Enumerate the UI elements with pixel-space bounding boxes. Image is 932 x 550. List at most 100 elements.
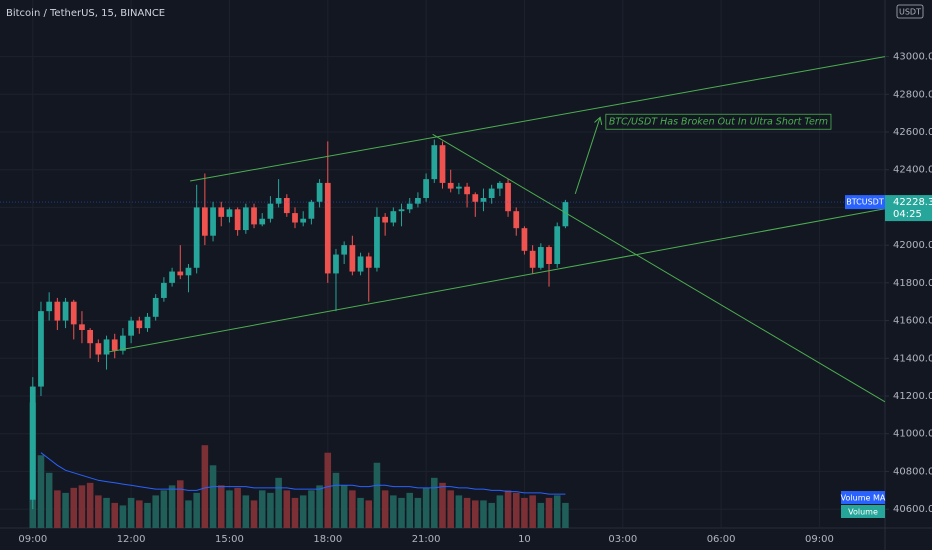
axes: 40600.00 40800.00 41000.00 41200.00 41400.00… [18, 52, 932, 545]
candle-body [415, 198, 421, 204]
y-tick-label: 42800.00 [893, 89, 932, 100]
volume-bar [78, 485, 86, 528]
volume-bar [398, 497, 405, 528]
candle-body [374, 216, 380, 268]
grid [0, 0, 885, 528]
annotation-text: BTC/USDT Has Broken Out In Ultra Short T… [609, 117, 828, 128]
x-tick-label: 09:00 [18, 534, 47, 545]
candle-body [267, 203, 274, 219]
candle-body [152, 297, 159, 317]
price-tag: 42228.31 [893, 197, 932, 208]
volume-bar [439, 482, 446, 528]
price-tag-bg [885, 195, 932, 222]
candle-body [111, 339, 118, 351]
currency-badge[interactable] [896, 4, 924, 19]
annotation-arrow [574, 118, 600, 195]
candle-body [447, 182, 454, 189]
candle-body [193, 207, 200, 268]
volume-bar [390, 495, 397, 528]
volume-bar [86, 482, 94, 528]
volume-bar [414, 497, 422, 528]
candle-body [144, 316, 151, 329]
candle-body [201, 207, 208, 236]
y-tick-label: 40600.00 [893, 504, 932, 515]
candle-body [46, 301, 53, 312]
candle-body [423, 179, 429, 198]
x-tick-label: 21:00 [412, 534, 441, 545]
volume-bar [267, 492, 274, 528]
candle-body [169, 271, 175, 283]
volume-bar [54, 490, 61, 528]
x-tick-label: 15:00 [215, 534, 244, 545]
candle-body [529, 250, 536, 268]
volume-bar [234, 487, 241, 528]
candle-body [554, 226, 561, 264]
volume-bar [463, 497, 471, 528]
currency-label: USDT [899, 8, 921, 17]
volume-bar [185, 500, 192, 528]
volume-bar [431, 477, 438, 528]
candle-body [308, 201, 315, 219]
y-tick-label: 41200.00 [893, 391, 932, 402]
volume-bar [242, 495, 250, 528]
x-tick-label: 09:00 [805, 534, 834, 545]
candle-body [251, 207, 257, 225]
candle-body [275, 198, 282, 204]
volume-bar [62, 492, 69, 528]
volume-bar [332, 472, 340, 528]
volume-bar [119, 505, 127, 528]
volume-bar [177, 480, 184, 528]
x-tick-label: 10 [518, 534, 531, 545]
candle-body [259, 218, 266, 225]
x-tick-label: 18:00 [313, 534, 342, 545]
candle-body [95, 343, 102, 355]
candle-body [242, 207, 249, 231]
volume-bar [95, 495, 102, 528]
candle-body [537, 247, 544, 268]
volume-bar [291, 497, 299, 528]
volume-bar [160, 490, 168, 528]
candle-body [234, 209, 241, 231]
candle-body [218, 207, 225, 217]
candle-body [70, 301, 77, 325]
candles [29, 139, 569, 510]
volume-bar [308, 490, 315, 528]
volume-bar [504, 490, 512, 528]
y-tick-label: 42000.00 [893, 240, 932, 251]
y-tick-label: 41800.00 [893, 278, 932, 289]
candle-body [349, 245, 356, 272]
y-tick-label: 40800.00 [893, 466, 932, 477]
candle-body [292, 213, 298, 223]
volume-bar [37, 455, 45, 528]
volume-ma-line [40, 452, 566, 495]
volume-bar [316, 485, 323, 528]
volume-bar [496, 495, 504, 528]
x-tick-label: 12:00 [117, 534, 146, 545]
volume-bar [250, 500, 258, 528]
volume-bar [209, 465, 217, 528]
candle-body [390, 211, 397, 223]
volume-bar [447, 490, 454, 528]
volume-bar [193, 492, 200, 528]
candle-body [38, 311, 44, 387]
symbol-tag: BTCUSDT [846, 198, 884, 207]
y-tick-label: 41600.00 [893, 316, 932, 327]
x-tick-label: 06:00 [707, 534, 736, 545]
candle-body [505, 182, 511, 212]
candle-body [357, 256, 364, 272]
candle-body [300, 218, 307, 223]
candle-body [103, 339, 110, 355]
volume-bar [201, 445, 209, 528]
y-tick-label: 41000.00 [893, 429, 932, 440]
volume-bar [545, 497, 553, 528]
volume-bar [406, 492, 413, 528]
volume-bar [299, 495, 307, 528]
symbol-tag-bg [845, 195, 885, 210]
candle-body [120, 335, 126, 351]
volume-bar [217, 485, 225, 528]
volume-bar [258, 490, 266, 528]
volume-bar [152, 495, 159, 528]
volume-bar [283, 490, 291, 528]
volume-bar [553, 495, 561, 528]
